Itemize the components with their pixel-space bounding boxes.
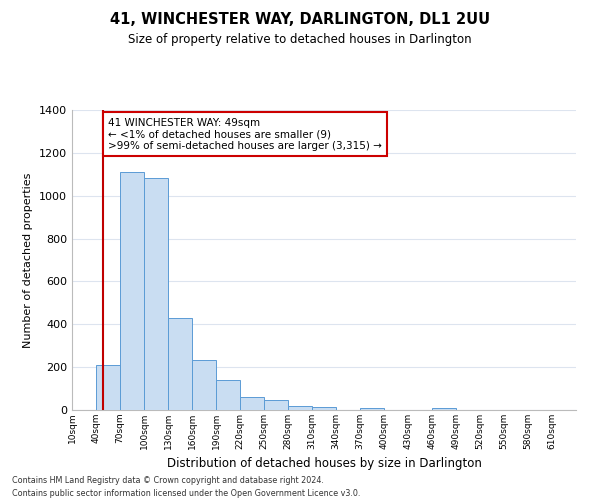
Bar	[265, 400, 287, 410]
Y-axis label: Number of detached properties: Number of detached properties	[23, 172, 34, 348]
Bar	[169, 318, 191, 410]
Bar	[217, 380, 239, 410]
Bar	[121, 172, 143, 410]
Bar	[97, 365, 119, 410]
X-axis label: Distribution of detached houses by size in Darlington: Distribution of detached houses by size …	[167, 458, 481, 470]
Text: 41, WINCHESTER WAY, DARLINGTON, DL1 2UU: 41, WINCHESTER WAY, DARLINGTON, DL1 2UU	[110, 12, 490, 28]
Text: 41 WINCHESTER WAY: 49sqm
← <1% of detached houses are smaller (9)
>99% of semi-d: 41 WINCHESTER WAY: 49sqm ← <1% of detach…	[108, 118, 382, 150]
Text: Contains HM Land Registry data © Crown copyright and database right 2024.
Contai: Contains HM Land Registry data © Crown c…	[12, 476, 361, 498]
Bar	[313, 407, 335, 410]
Bar	[193, 360, 215, 410]
Bar	[433, 408, 455, 410]
Bar	[241, 397, 263, 410]
Bar	[289, 406, 311, 410]
Bar	[145, 178, 167, 410]
Bar	[361, 408, 383, 410]
Text: Size of property relative to detached houses in Darlington: Size of property relative to detached ho…	[128, 32, 472, 46]
